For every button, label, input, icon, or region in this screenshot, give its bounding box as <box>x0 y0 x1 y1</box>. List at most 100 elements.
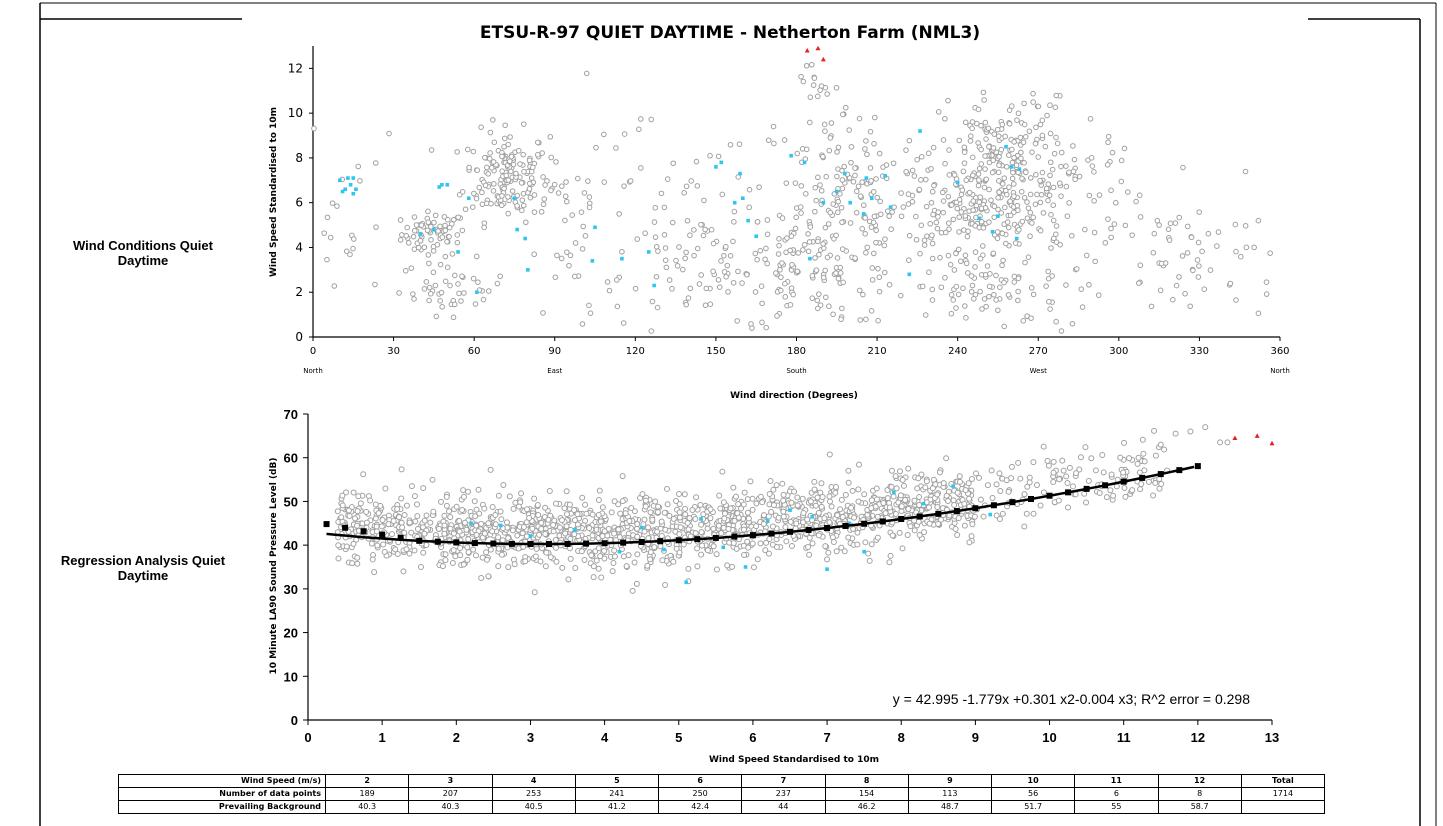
noise-point <box>733 493 740 500</box>
noise-point <box>971 513 978 520</box>
wind-point <box>921 242 928 248</box>
noise-point <box>595 565 602 572</box>
cyan-point <box>907 272 912 277</box>
noise-point <box>997 487 1004 494</box>
wind-point <box>490 159 497 165</box>
noise-point <box>1017 475 1024 482</box>
wind-point <box>586 204 593 211</box>
wind-point <box>1001 279 1007 286</box>
noise-point <box>710 543 717 550</box>
top-y-tick-label: 8 <box>295 151 303 165</box>
wind-point <box>687 232 693 239</box>
wind-point <box>1215 229 1222 235</box>
top-x-tick-label: 150 <box>706 346 725 357</box>
wind-point <box>1057 241 1063 248</box>
noise-point <box>945 497 952 504</box>
noise-point <box>741 551 748 558</box>
noise-point <box>441 522 448 529</box>
noise-point <box>1187 428 1194 435</box>
noise-point <box>1066 464 1073 471</box>
top-cyan-points <box>338 129 1022 295</box>
wind-point <box>1058 328 1065 334</box>
noise-point <box>457 552 464 559</box>
data-points-cell: 189 <box>324 787 410 801</box>
wind-point <box>403 232 410 239</box>
wind-point <box>681 190 687 196</box>
wind-point <box>1056 180 1063 187</box>
wind-point <box>833 270 839 276</box>
wind-point <box>938 284 945 291</box>
noise-point <box>710 525 717 532</box>
noise-point <box>1110 492 1117 499</box>
noise-point <box>1045 462 1052 469</box>
wind-point <box>473 195 480 202</box>
wind-point <box>513 170 519 177</box>
cyan-point <box>652 283 656 288</box>
wind-point <box>736 141 743 147</box>
wind-point <box>1150 249 1157 256</box>
wind-point <box>805 248 812 255</box>
wind-point <box>481 224 487 231</box>
wind-point <box>1002 204 1008 211</box>
noise-point <box>414 513 421 520</box>
wind-point <box>542 182 548 188</box>
noise-point <box>685 565 692 572</box>
wind-point <box>981 184 988 191</box>
noise-point <box>590 574 597 581</box>
bottom-x-axis-label: Wind Speed Standardised to 10m <box>709 755 879 765</box>
noise-point <box>956 478 963 485</box>
wind-point <box>509 188 516 194</box>
wind-point <box>779 260 785 266</box>
noise-point <box>550 528 557 535</box>
noise-point <box>354 554 361 561</box>
noise-point <box>999 510 1006 517</box>
red-point <box>804 47 810 53</box>
wind-point <box>466 164 472 171</box>
wind-point <box>968 273 975 279</box>
noise-point <box>826 498 833 505</box>
cyan-point <box>432 227 436 232</box>
wind-point <box>621 131 628 137</box>
noise-point <box>1056 476 1063 483</box>
fit-marker <box>657 538 664 545</box>
cyan-point <box>684 580 688 585</box>
wind-point <box>451 301 458 308</box>
wind-point <box>562 193 569 200</box>
wind-point <box>798 73 804 80</box>
noise-point <box>842 491 849 498</box>
wind-point <box>1019 175 1025 182</box>
bottom-x-tick-label: 8 <box>898 730 905 745</box>
wind-point <box>1003 240 1009 247</box>
wind-point <box>960 168 967 175</box>
wind-point <box>1037 177 1043 184</box>
wind-point <box>1018 149 1024 156</box>
wind-point <box>905 201 912 207</box>
wind-point <box>813 267 820 273</box>
top-y-tick-label: 6 <box>295 196 303 210</box>
data-points-cell: 250 <box>657 787 743 801</box>
noise-point <box>505 564 512 571</box>
noise-point <box>561 505 568 512</box>
wind-point <box>430 248 437 254</box>
wind-point <box>520 202 527 209</box>
wind-point <box>929 240 936 247</box>
wind-point <box>411 227 418 234</box>
wind-point <box>585 178 591 184</box>
noise-point <box>727 505 734 512</box>
wind-point <box>833 232 839 239</box>
noise-point <box>880 499 887 506</box>
wind-point <box>586 194 593 200</box>
cyan-point <box>862 549 866 554</box>
fit-marker <box>805 526 812 533</box>
direction-label: North <box>303 367 323 375</box>
noise-point <box>1135 454 1142 461</box>
background-cell: 40.3 <box>408 800 493 814</box>
wind-point <box>807 119 813 126</box>
wind-point <box>946 147 952 153</box>
wind-point <box>428 147 435 153</box>
wind-point <box>574 175 581 182</box>
wind-point <box>1046 298 1052 305</box>
wind-point <box>427 290 434 297</box>
cyan-point <box>861 212 866 216</box>
noise-point <box>515 503 522 510</box>
